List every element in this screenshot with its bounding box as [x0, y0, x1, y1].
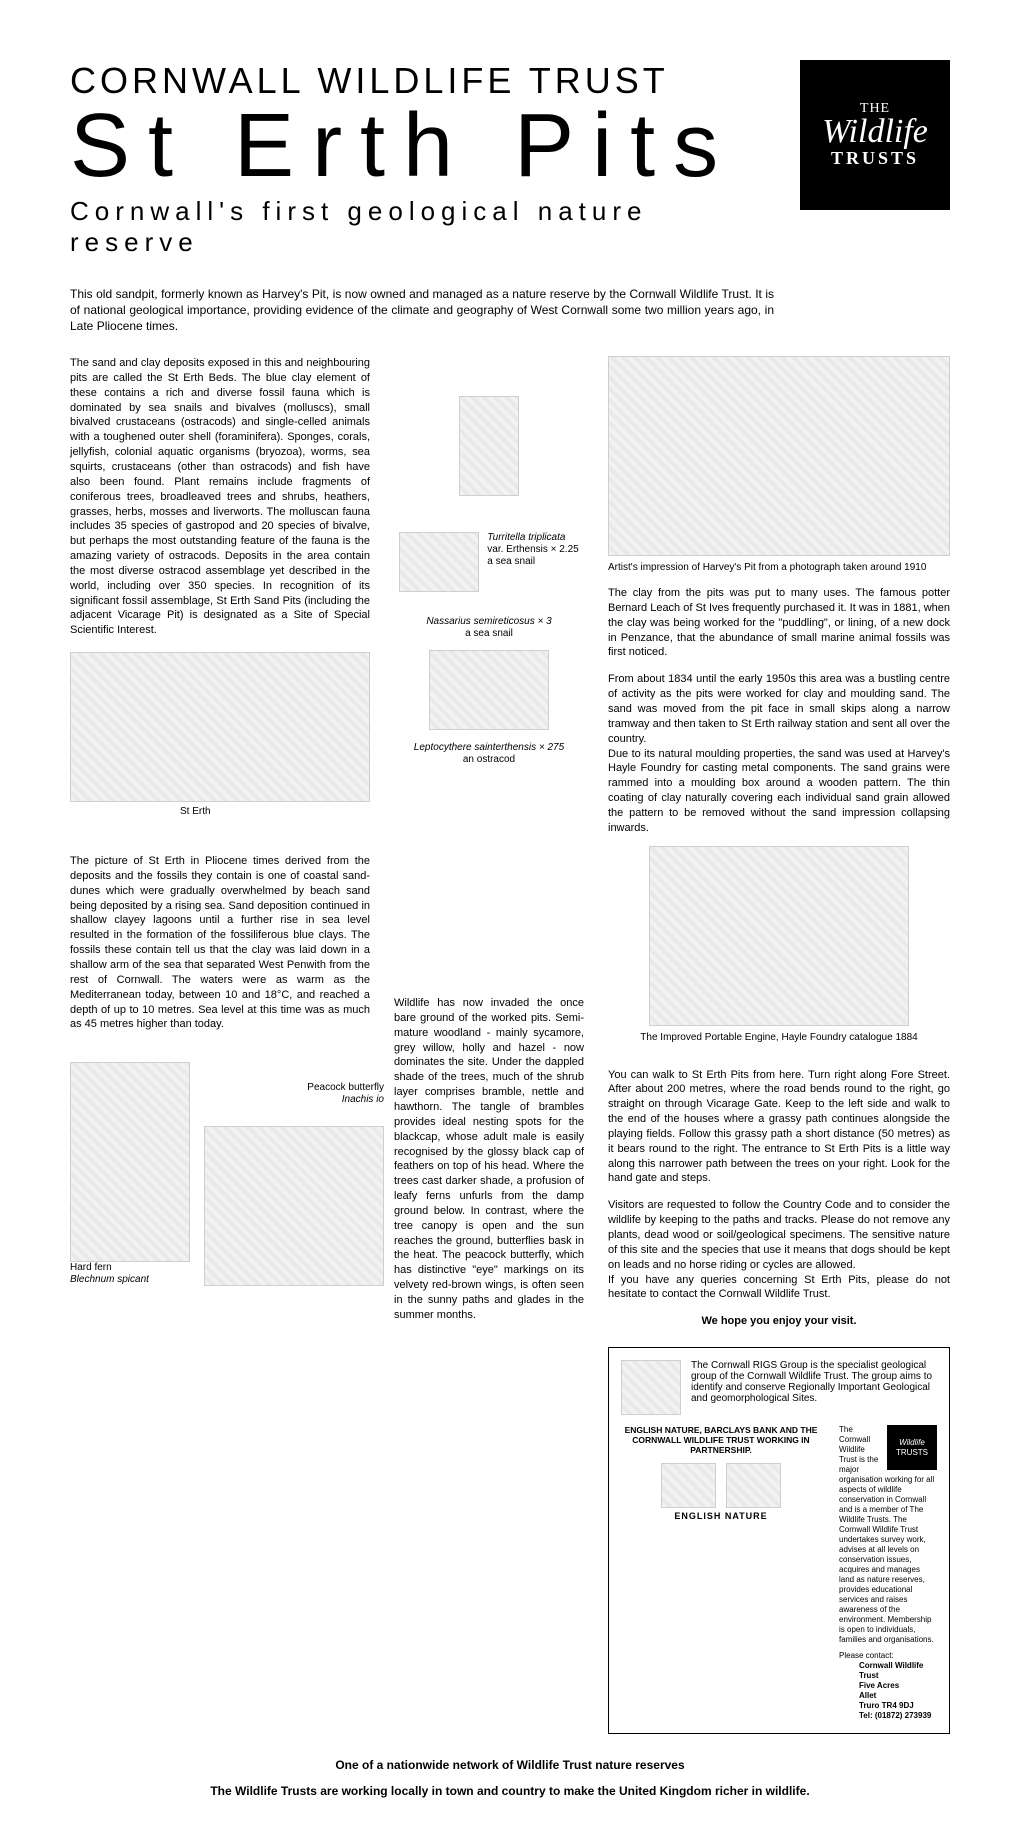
contact-addr3: Truro TR4 9DJ: [839, 1701, 937, 1711]
contact-name: Cornwall Wildlife Trust: [839, 1661, 937, 1681]
pliocene-paragraph: The picture of St Erth in Pliocene times…: [70, 854, 370, 1032]
info-box: The Cornwall RIGS Group is the specialis…: [608, 1347, 950, 1734]
contact-label: Please contact:: [839, 1651, 937, 1661]
partner-row: ENGLISH NATURE, BARCLAYS BANK AND THE CO…: [621, 1425, 937, 1721]
contact-tel: Tel: (01872) 273939: [839, 1711, 937, 1721]
nassarius-note: a sea snail: [465, 628, 513, 640]
turritella-latin: Turritella triplicata: [487, 532, 578, 544]
rigs-row: The Cornwall RIGS Group is the specialis…: [621, 1360, 937, 1415]
columns: The sand and clay deposits exposed in th…: [70, 356, 950, 1734]
wildlife-paragraph: Wildlife has now invaded the once bare g…: [394, 996, 584, 1323]
wildlife-trusts-logo: THE Wildlife TRUSTS: [800, 60, 950, 210]
engine-caption: The Improved Portable Engine, Hayle Foun…: [608, 1032, 950, 1044]
logo-name: Wildlife: [822, 117, 928, 148]
map-label: St Erth: [180, 806, 370, 818]
right-column: Artist's impression of Harvey's Pit from…: [608, 356, 950, 1734]
contact-addr2: Allet: [839, 1691, 937, 1701]
footer-line2: The Wildlife Trusts are working locally …: [70, 1784, 950, 1798]
footer-line1: One of a nationwide network of Wildlife …: [70, 1758, 950, 1772]
site-title: St Erth Pits: [70, 104, 780, 190]
harveys-caption: Artist's impression of Harvey's Pit from…: [608, 562, 950, 574]
peacock-butterfly-image: [204, 1126, 384, 1286]
turritella-image: [459, 396, 519, 496]
leptocythere-note: an ostracod: [463, 754, 515, 766]
leptocythere-latin: Leptocythere sainterthensis × 275: [414, 742, 564, 754]
history-paragraph: From about 1834 until the early 1950s th…: [608, 672, 950, 835]
turritella-note: a sea snail: [487, 556, 578, 568]
contact-addr1: Five Acres: [839, 1681, 937, 1691]
butterfly-common-name: Peacock butterfly: [204, 1082, 384, 1094]
hard-fern-image: [70, 1062, 190, 1262]
butterfly-latin-name: Inachis io: [204, 1094, 384, 1106]
logo-trusts: TRUSTS: [831, 148, 919, 169]
partner-left: ENGLISH NATURE, BARCLAYS BANK AND THE CO…: [621, 1425, 821, 1521]
footer: One of a nationwide network of Wildlife …: [70, 1758, 950, 1798]
turritella-var: var. Erthensis × 2.25: [487, 544, 578, 556]
small-wildlife-trusts-logo: Wildlife TRUSTS: [887, 1425, 937, 1470]
turritella-row: Turritella triplicata var. Erthensis × 2…: [399, 532, 578, 592]
partner-right: Wildlife TRUSTS The Cornwall Wildlife Tr…: [839, 1425, 937, 1721]
partner-logos: [621, 1463, 821, 1508]
title-block: CORNWALL WILDLIFE TRUST St Erth Pits Cor…: [70, 60, 780, 258]
intro-paragraph: This old sandpit, formerly known as Harv…: [70, 286, 774, 335]
fern-block: Hard fern Blechnum spicant: [70, 1052, 190, 1286]
deposits-paragraph: The sand and clay deposits exposed in th…: [70, 356, 370, 638]
fern-common-name: Hard fern: [70, 1262, 190, 1274]
barclays-logo: [726, 1463, 781, 1508]
page: CORNWALL WILDLIFE TRUST St Erth Pits Cor…: [0, 0, 1020, 1838]
english-nature-label: ENGLISH NATURE: [621, 1511, 821, 1521]
turritella-shell-image: [399, 532, 479, 592]
fern-latin-name: Blechnum spicant: [70, 1274, 190, 1286]
header: CORNWALL WILDLIFE TRUST St Erth Pits Cor…: [70, 60, 950, 258]
ostracod-image: [429, 650, 549, 730]
clay-paragraph: The clay from the pits was put to many u…: [608, 586, 950, 660]
walk-paragraph: You can walk to St Erth Pits from here. …: [608, 1068, 950, 1187]
partner-heading: ENGLISH NATURE, BARCLAYS BANK AND THE CO…: [621, 1425, 821, 1455]
middle-column: Turritella triplicata var. Erthensis × 2…: [394, 356, 584, 1734]
rigs-icon: [621, 1360, 681, 1415]
left-column: The sand and clay deposits exposed in th…: [70, 356, 370, 1734]
harveys-pit-image: [608, 356, 950, 556]
rigs-text: The Cornwall RIGS Group is the specialis…: [691, 1360, 937, 1404]
contact-block: Please contact: Cornwall Wildlife Trust …: [839, 1651, 937, 1721]
english-nature-logo: [661, 1463, 716, 1508]
nassarius-latin: Nassarius semireticosus × 3: [426, 616, 551, 628]
portable-engine-image: [649, 846, 909, 1026]
location-map-image: [70, 652, 370, 802]
subtitle: Cornwall's first geological nature reser…: [70, 196, 780, 258]
visitors-paragraph: Visitors are requested to follow the Cou…: [608, 1198, 950, 1302]
enjoy-line: We hope you enjoy your visit.: [608, 1314, 950, 1329]
